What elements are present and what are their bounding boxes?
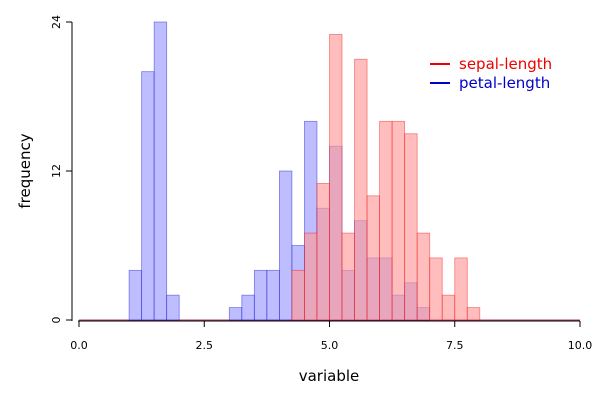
- bar-petal-length-6: [253, 269, 268, 321]
- x-tick-label-3: 7.5: [446, 339, 464, 352]
- bar-sepal-length-11: [429, 257, 443, 321]
- bar-petal-length-4: [228, 307, 243, 321]
- x-tick-label-1: 2.5: [196, 339, 214, 352]
- bar-sepal-length-13: [454, 257, 468, 321]
- bar-petal-length-3: [166, 294, 180, 321]
- bar-sepal-length-12: [441, 294, 456, 321]
- bar-sepal-length-3: [329, 34, 343, 321]
- legend-label-petal-length: petal-length: [459, 74, 550, 92]
- legend-label-sepal-length: sepal-length: [459, 55, 552, 73]
- x-tick-label-2: 5.0: [321, 339, 339, 352]
- bar-petal-length-7: [266, 269, 280, 321]
- bar-sepal-length-8: [391, 120, 406, 321]
- bar-sepal-length-0: [291, 269, 305, 321]
- y-axis-title: frequency: [16, 133, 34, 208]
- bar-sepal-length-9: [404, 133, 418, 321]
- y-tick-label-1: 12: [50, 164, 63, 178]
- bar-sepal-length-7: [379, 120, 393, 321]
- bar-sepal-length-2: [316, 183, 330, 321]
- legend-item-petal-length: petal-length: [430, 74, 550, 92]
- y-tick-label-0: 0: [50, 317, 63, 324]
- bar-sepal-length-1: [304, 232, 318, 321]
- y-tick-label-2: 24: [50, 15, 63, 29]
- legend-item-sepal-length: sepal-length: [430, 55, 552, 73]
- bar-petal-length-2: [153, 21, 168, 321]
- bars-layer: [79, 21, 580, 321]
- bar-sepal-length-10: [416, 232, 431, 321]
- x-axis-title: variable: [299, 367, 360, 385]
- bar-petal-length-8: [278, 170, 293, 321]
- bar-petal-length-5: [241, 294, 255, 321]
- bar-sepal-length-14: [466, 307, 481, 321]
- bar-petal-length-1: [141, 71, 155, 321]
- x-tick-label-4: 10.0: [568, 339, 593, 352]
- bar-sepal-length-4: [341, 232, 355, 321]
- x-tick-label-0: 0.0: [70, 339, 88, 352]
- bar-sepal-length-6: [366, 195, 381, 321]
- bar-petal-length-0: [128, 269, 143, 321]
- ticks-layer: 0.0 2.5 5.0 7.5 10.0 0 12 24: [50, 15, 592, 352]
- bar-sepal-length-5: [354, 58, 368, 321]
- legend: sepal-length petal-length: [430, 55, 552, 92]
